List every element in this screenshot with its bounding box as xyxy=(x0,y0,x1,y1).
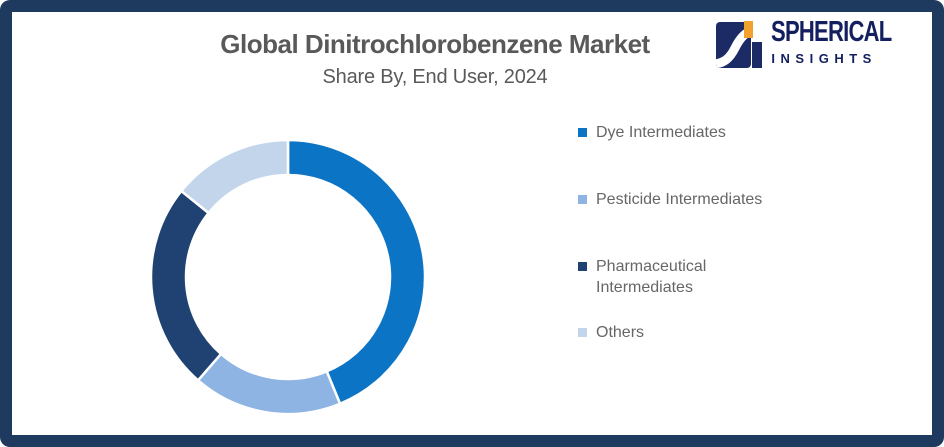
logo-tagline: INSIGHTS xyxy=(771,51,877,66)
spherical-insights-logo: SPHERICAL INSIGHTS xyxy=(716,18,930,72)
legend-label: Pharmaceutical Intermediates xyxy=(596,258,707,296)
chart-header: Global Dinitrochlorobenzene Market Share… xyxy=(85,29,785,89)
donut-chart xyxy=(138,127,438,427)
legend-item: Pharmaceutical Intermediates xyxy=(578,256,706,298)
page-subtitle: Share By, End User, 2024 xyxy=(322,65,548,88)
logo-name: SPHERICAL xyxy=(771,16,892,48)
donut-slice-others xyxy=(179,138,290,215)
legend-swatch-dye-intermediates xyxy=(578,128,587,137)
donut-slice-dye-intermediates xyxy=(286,138,427,406)
donut-slice-pesticide-intermediates xyxy=(196,352,342,416)
legend-item: Others xyxy=(578,322,644,343)
legend-label: Dye Intermediates xyxy=(596,124,726,141)
donut-slice-pharmaceutical-intermediates xyxy=(149,189,223,383)
legend-item: Dye Intermediates xyxy=(578,122,726,143)
legend-swatch-others xyxy=(578,328,587,337)
page-title: Global Dinitrochlorobenzene Market xyxy=(220,29,650,59)
legend-item: Pesticide Intermediates xyxy=(578,189,762,210)
legend-label: Others xyxy=(596,324,645,341)
legend-label: Pesticide Intermediates xyxy=(596,191,763,208)
logo-mark-icon xyxy=(716,21,763,68)
logo-text: SPHERICAL INSIGHTS xyxy=(771,16,930,67)
legend-swatch-pesticide-intermediates xyxy=(578,195,587,204)
legend-swatch-pharmaceutical-intermediates xyxy=(578,262,587,271)
